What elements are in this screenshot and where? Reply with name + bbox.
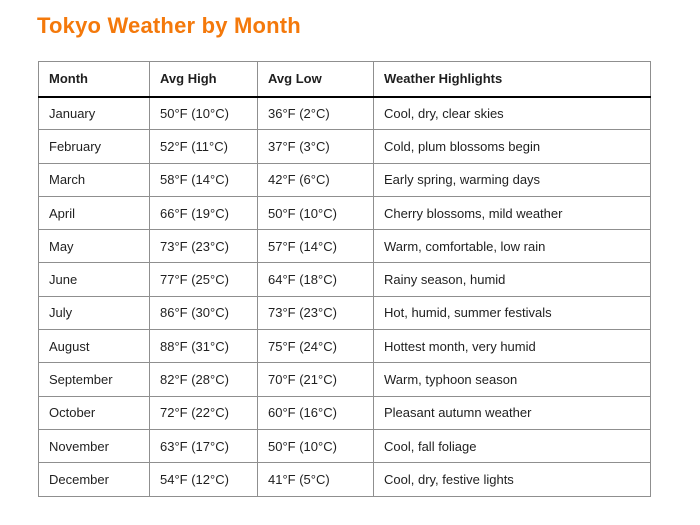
table-cell: 73°F (23°C): [257, 295, 374, 331]
weather-table: Month Avg High Avg Low Weather Highlights J…: [38, 61, 651, 497]
table-row: July 86°F (30°C) 73°F (23°C) Hot, humid, su…: [38, 295, 651, 331]
table-cell: Cool, fall foliage: [373, 428, 651, 464]
table-cell: 70°F (21°C): [257, 362, 374, 397]
table-body: January 50°F (10°C) 36°F (2°C) Cool, dry, c…: [38, 95, 651, 497]
table-cell: Cherry blossoms, mild weather: [373, 195, 651, 231]
table-cell: 58°F (14°C): [149, 162, 258, 197]
table-cell: 77°F (25°C): [149, 262, 258, 297]
table-cell: June: [38, 262, 150, 297]
table-cell: May: [38, 229, 150, 264]
table-cell: 50°F (10°C): [257, 428, 374, 464]
table-cell: 42°F (6°C): [257, 162, 374, 197]
table-cell: 50°F (10°C): [149, 95, 258, 131]
table-cell: Cool, dry, clear skies: [373, 95, 651, 131]
table-cell: Warm, comfortable, low rain: [373, 229, 651, 264]
table-row: September 82°F (28°C) 70°F (21°C) Warm, typ…: [38, 362, 651, 397]
table-cell: Early spring, warming days: [373, 162, 651, 197]
table-cell: 75°F (24°C): [257, 329, 374, 364]
table-row: April 66°F (19°C) 50°F (10°C) Cherry blosso…: [38, 195, 651, 231]
table-cell: Rainy season, humid: [373, 262, 651, 297]
table-row: June 77°F (25°C) 64°F (18°C) Rainy season, …: [38, 262, 651, 297]
table-row: February 52°F (11°C) 37°F (3°C) Cold, plum …: [38, 129, 651, 164]
table-cell: 60°F (16°C): [257, 395, 374, 430]
table-cell: 66°F (19°C): [149, 195, 258, 231]
table-row: May 73°F (23°C) 57°F (14°C) Warm, comfortab…: [38, 229, 651, 264]
table-cell: Pleasant autumn weather: [373, 395, 651, 430]
table-cell: 57°F (14°C): [257, 229, 374, 264]
table-cell: Hottest month, very humid: [373, 329, 651, 364]
table-row: August 88°F (31°C) 75°F (24°C) Hottest mont…: [38, 329, 651, 364]
table-row: March 58°F (14°C) 42°F (6°C) Early spring, …: [38, 162, 651, 197]
table-cell: 54°F (12°C): [149, 462, 258, 497]
column-header: Month: [38, 61, 150, 98]
table-cell: Cold, plum blossoms begin: [373, 129, 651, 164]
table-cell: Hot, humid, summer festivals: [373, 295, 651, 331]
table-row: November 63°F (17°C) 50°F (10°C) Cool, fall…: [38, 428, 651, 464]
table-cell: 37°F (3°C): [257, 129, 374, 164]
column-header: Avg Low: [257, 61, 374, 98]
column-header: Avg High: [149, 61, 258, 98]
table-cell: 36°F (2°C): [257, 95, 374, 131]
table-cell: 50°F (10°C): [257, 195, 374, 231]
table-cell: March: [38, 162, 150, 197]
table-header: Month Avg High Avg Low Weather Highlights: [38, 61, 651, 98]
table-cell: October: [38, 395, 150, 430]
table-cell: 64°F (18°C): [257, 262, 374, 297]
table-row: October 72°F (22°C) 60°F (16°C) Pleasant au…: [38, 395, 651, 430]
table-cell: January: [38, 95, 150, 131]
table-row: December 54°F (12°C) 41°F (5°C) Cool, dry, …: [38, 462, 651, 497]
table-cell: September: [38, 362, 150, 397]
table-cell: December: [38, 462, 150, 497]
table-cell: 86°F (30°C): [149, 295, 258, 331]
table-cell: 52°F (11°C): [149, 129, 258, 164]
table-cell: Cool, dry, festive lights: [373, 462, 651, 497]
table-row: January 50°F (10°C) 36°F (2°C) Cool, dry, c…: [38, 95, 651, 131]
table-cell: February: [38, 129, 150, 164]
page-title: Tokyo Weather by Month: [37, 13, 301, 38]
table-cell: July: [38, 295, 150, 331]
table-cell: August: [38, 329, 150, 364]
table-cell: 72°F (22°C): [149, 395, 258, 430]
table-header-row: Month Avg High Avg Low Weather Highlights: [38, 61, 651, 98]
table-cell: April: [38, 195, 150, 231]
table-cell: 73°F (23°C): [149, 229, 258, 264]
table-cell: 41°F (5°C): [257, 462, 374, 497]
table-cell: 82°F (28°C): [149, 362, 258, 397]
table-cell: Warm, typhoon season: [373, 362, 651, 397]
table-cell: 88°F (31°C): [149, 329, 258, 364]
table-cell: 63°F (17°C): [149, 428, 258, 464]
column-header: Weather Highlights: [373, 61, 651, 98]
table-cell: November: [38, 428, 150, 464]
